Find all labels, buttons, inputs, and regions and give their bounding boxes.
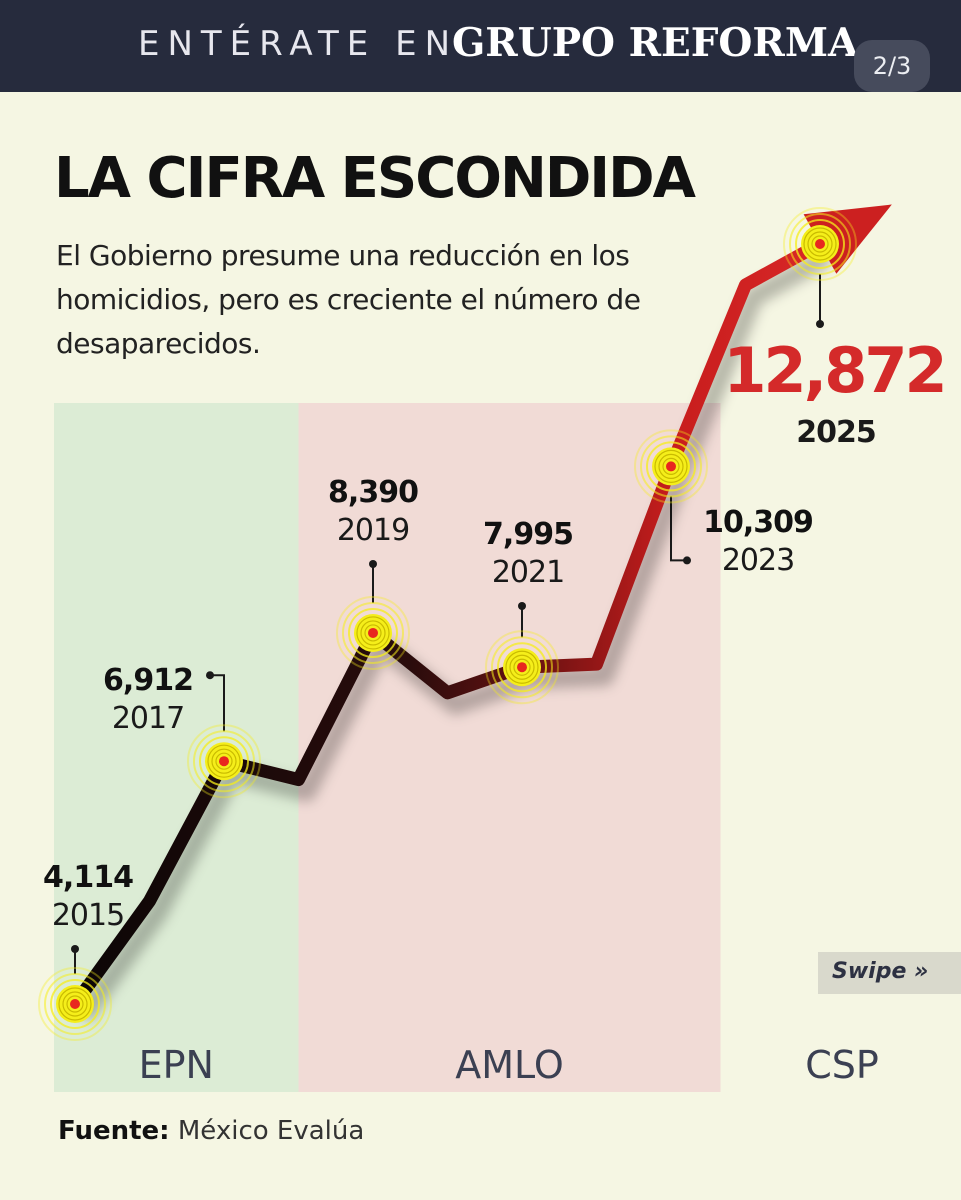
point-2015-year-label: 2015 — [52, 898, 124, 933]
point-2017-marker — [187, 724, 261, 799]
headline: LA CIFRA ESCONDIDA — [54, 146, 696, 211]
point-2019-marker — [336, 595, 410, 670]
point-2015-connector — [71, 945, 79, 974]
brand-logo-text[interactable]: GRUPO REFORMA — [452, 20, 859, 66]
point-2025-connector — [816, 274, 824, 328]
point-2019-connector — [369, 560, 377, 603]
point-2023-year-label: 2023 — [722, 543, 794, 578]
point-2021-value-label: 7,995 — [483, 517, 573, 552]
top-banner: ENTÉRATE EN GRUPO REFORMA 2/3 — [0, 0, 961, 92]
subtitle: El Gobierno presume una reducción en los… — [56, 239, 641, 360]
point-2015-marker — [38, 967, 112, 1041]
source-text: México Evalúa — [177, 1116, 365, 1146]
banner-prefix: ENTÉRATE EN — [138, 24, 459, 64]
point-2025-value-label: 12,872 — [723, 334, 944, 407]
source-label: Fuente: — [58, 1116, 170, 1146]
point-2023-value-label: 10,309 — [703, 505, 813, 540]
point-2021-connector — [518, 602, 526, 638]
swipe-text: Swipe » — [832, 959, 929, 984]
point-2015-value-label: 4,114 — [43, 860, 133, 895]
swipe-hint[interactable]: Swipe » — [818, 952, 961, 994]
series-line-shadow — [74, 247, 833, 1022]
period-label-epn: EPN — [139, 1043, 214, 1087]
source-line: Fuente: México Evalúa — [58, 1116, 364, 1146]
period-label-amlo: AMLO — [455, 1043, 564, 1087]
point-2017-value-label: 6,912 — [103, 663, 193, 698]
point-2025-marker — [783, 207, 857, 281]
series-arrow-head — [803, 204, 892, 274]
point-2019-value-label: 8,390 — [328, 475, 418, 510]
point-2021-marker — [485, 630, 559, 705]
point-2017-year-label: 2017 — [112, 701, 184, 736]
point-2023-marker — [634, 429, 708, 504]
point-2017-connector — [206, 671, 225, 732]
period-label-csp: CSP — [805, 1043, 879, 1087]
point-2019-year-label: 2019 — [337, 513, 409, 548]
point-2021-year-label: 2021 — [492, 555, 564, 590]
page-counter: 2/3 — [854, 40, 930, 92]
series-line — [68, 237, 827, 1011]
point-2025-year-label: 2025 — [796, 415, 876, 450]
